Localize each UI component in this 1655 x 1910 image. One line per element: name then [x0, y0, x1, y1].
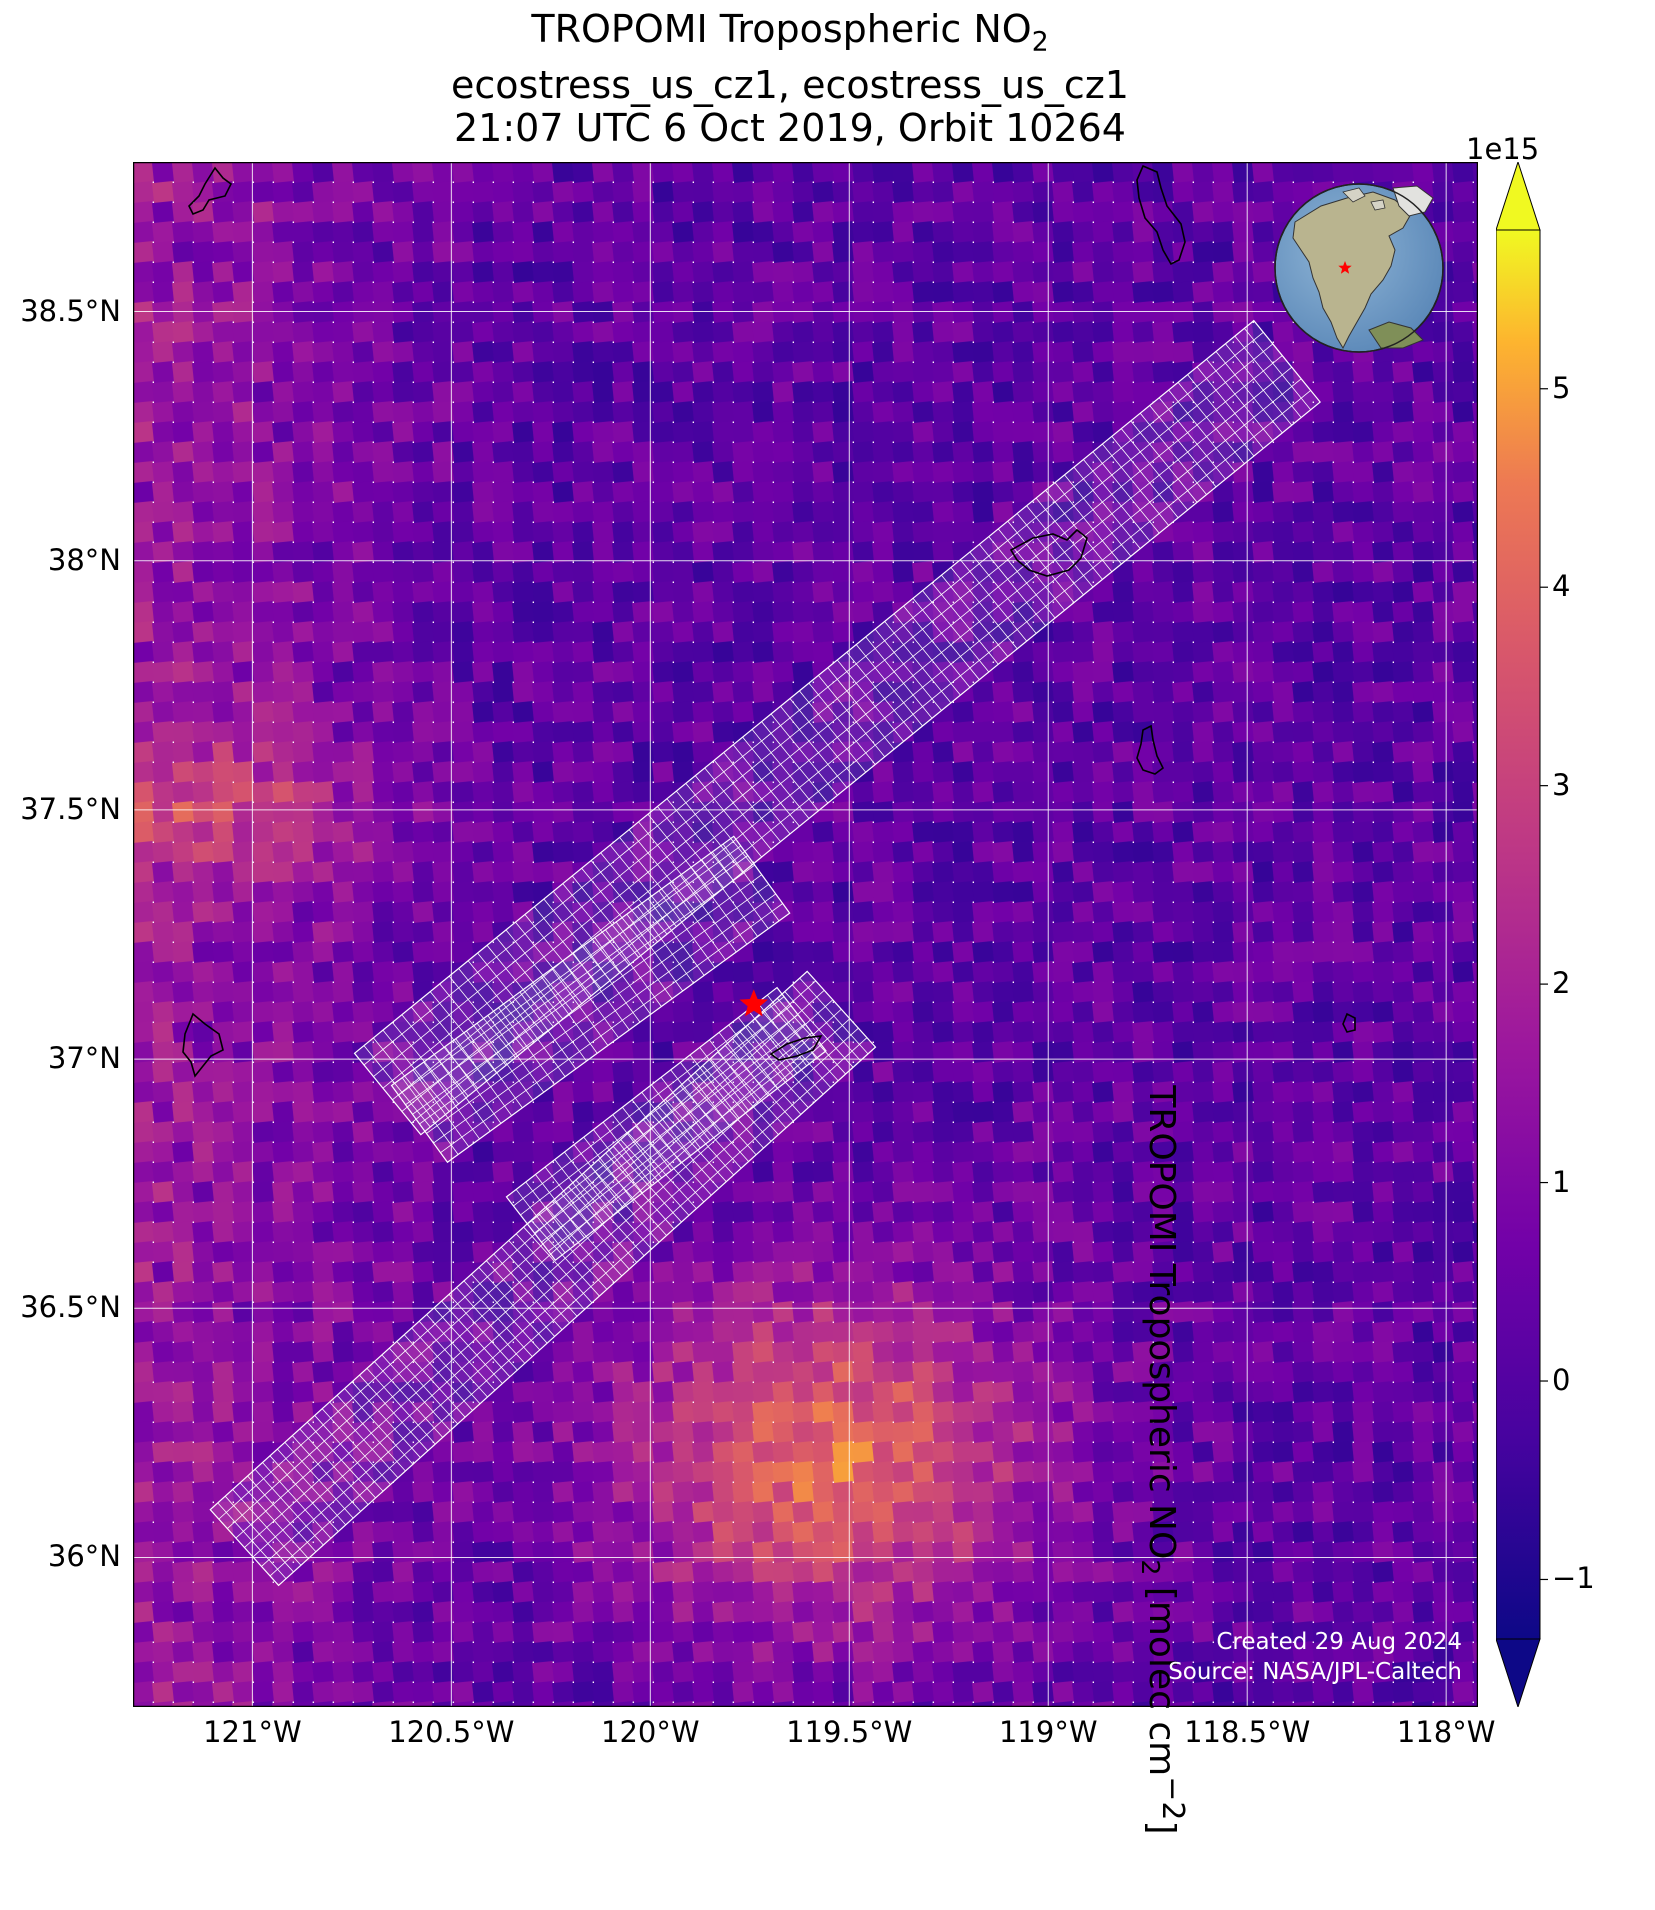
colorbar-gradient — [1496, 230, 1540, 1639]
colorbar-label-end: ] — [1141, 1820, 1182, 1834]
colorbar-label: TROPOMI Tropospheric NO2 [molec cm−2] — [1136, 1010, 1190, 1910]
latitude-label: 38°N — [1, 543, 121, 577]
colorbar-label-subscript: 2 — [1136, 1559, 1165, 1575]
credits: Created 29 Aug 2024 Source: NASA/JPL-Cal… — [1168, 1627, 1462, 1687]
colorbar-label-superscript: −2 — [1155, 1776, 1190, 1820]
title-line-2: ecostress_us_cz1, ecostress_us_cz1 — [0, 64, 1580, 107]
colorbar-ticks — [1540, 389, 1548, 1580]
longitude-label: 120.5°W — [371, 1715, 531, 1749]
latitude-label: 36°N — [1, 1539, 121, 1573]
longitude-label: 118°W — [1366, 1715, 1526, 1749]
title-line-3: 21:07 UTC 6 Oct 2019, Orbit 10264 — [0, 107, 1580, 150]
latitude-label: 36.5°N — [1, 1290, 121, 1324]
longitude-label: 120°W — [570, 1715, 730, 1749]
data-source: Source: NASA/JPL-Caltech — [1168, 1657, 1462, 1687]
colorbar-tick-label: 0 — [1552, 1363, 1570, 1397]
latitude-label: 37°N — [1, 1041, 121, 1075]
colorbar-label-prefix: TROPOMI Tropospheric NO — [1141, 1085, 1182, 1559]
colorbar-bottom-extension — [1496, 1639, 1540, 1707]
colorbar-tick-label: 5 — [1552, 371, 1570, 405]
figure-title: TROPOMI Tropospheric NO2 ecostress_us_cz… — [0, 8, 1580, 150]
created-date: Created 29 Aug 2024 — [1168, 1627, 1462, 1657]
colorbar-tick-label: 3 — [1552, 768, 1570, 802]
longitude-label: 119°W — [968, 1715, 1128, 1749]
inset-globe — [1275, 184, 1443, 352]
longitude-label: 119.5°W — [769, 1715, 929, 1749]
longitude-label: 121°W — [172, 1715, 332, 1749]
title-line-1: TROPOMI Tropospheric NO — [531, 7, 1031, 51]
colorbar-tick-label: −1 — [1552, 1561, 1595, 1595]
colorbar-tick-label: 4 — [1552, 569, 1570, 603]
colorbar-tick-label: 1 — [1552, 1165, 1570, 1199]
latitude-label: 37.5°N — [1, 792, 121, 826]
longitude-label: 118.5°W — [1167, 1715, 1327, 1749]
colorbar-tick-label: 2 — [1552, 966, 1570, 1000]
colorbar-top-extension — [1496, 162, 1540, 230]
colorbar-exponent: 1e15 — [1466, 132, 1539, 166]
no2-map — [133, 162, 1478, 1707]
title-line-1-subscript: 2 — [1032, 27, 1049, 58]
latitude-label: 38.5°N — [1, 294, 121, 328]
